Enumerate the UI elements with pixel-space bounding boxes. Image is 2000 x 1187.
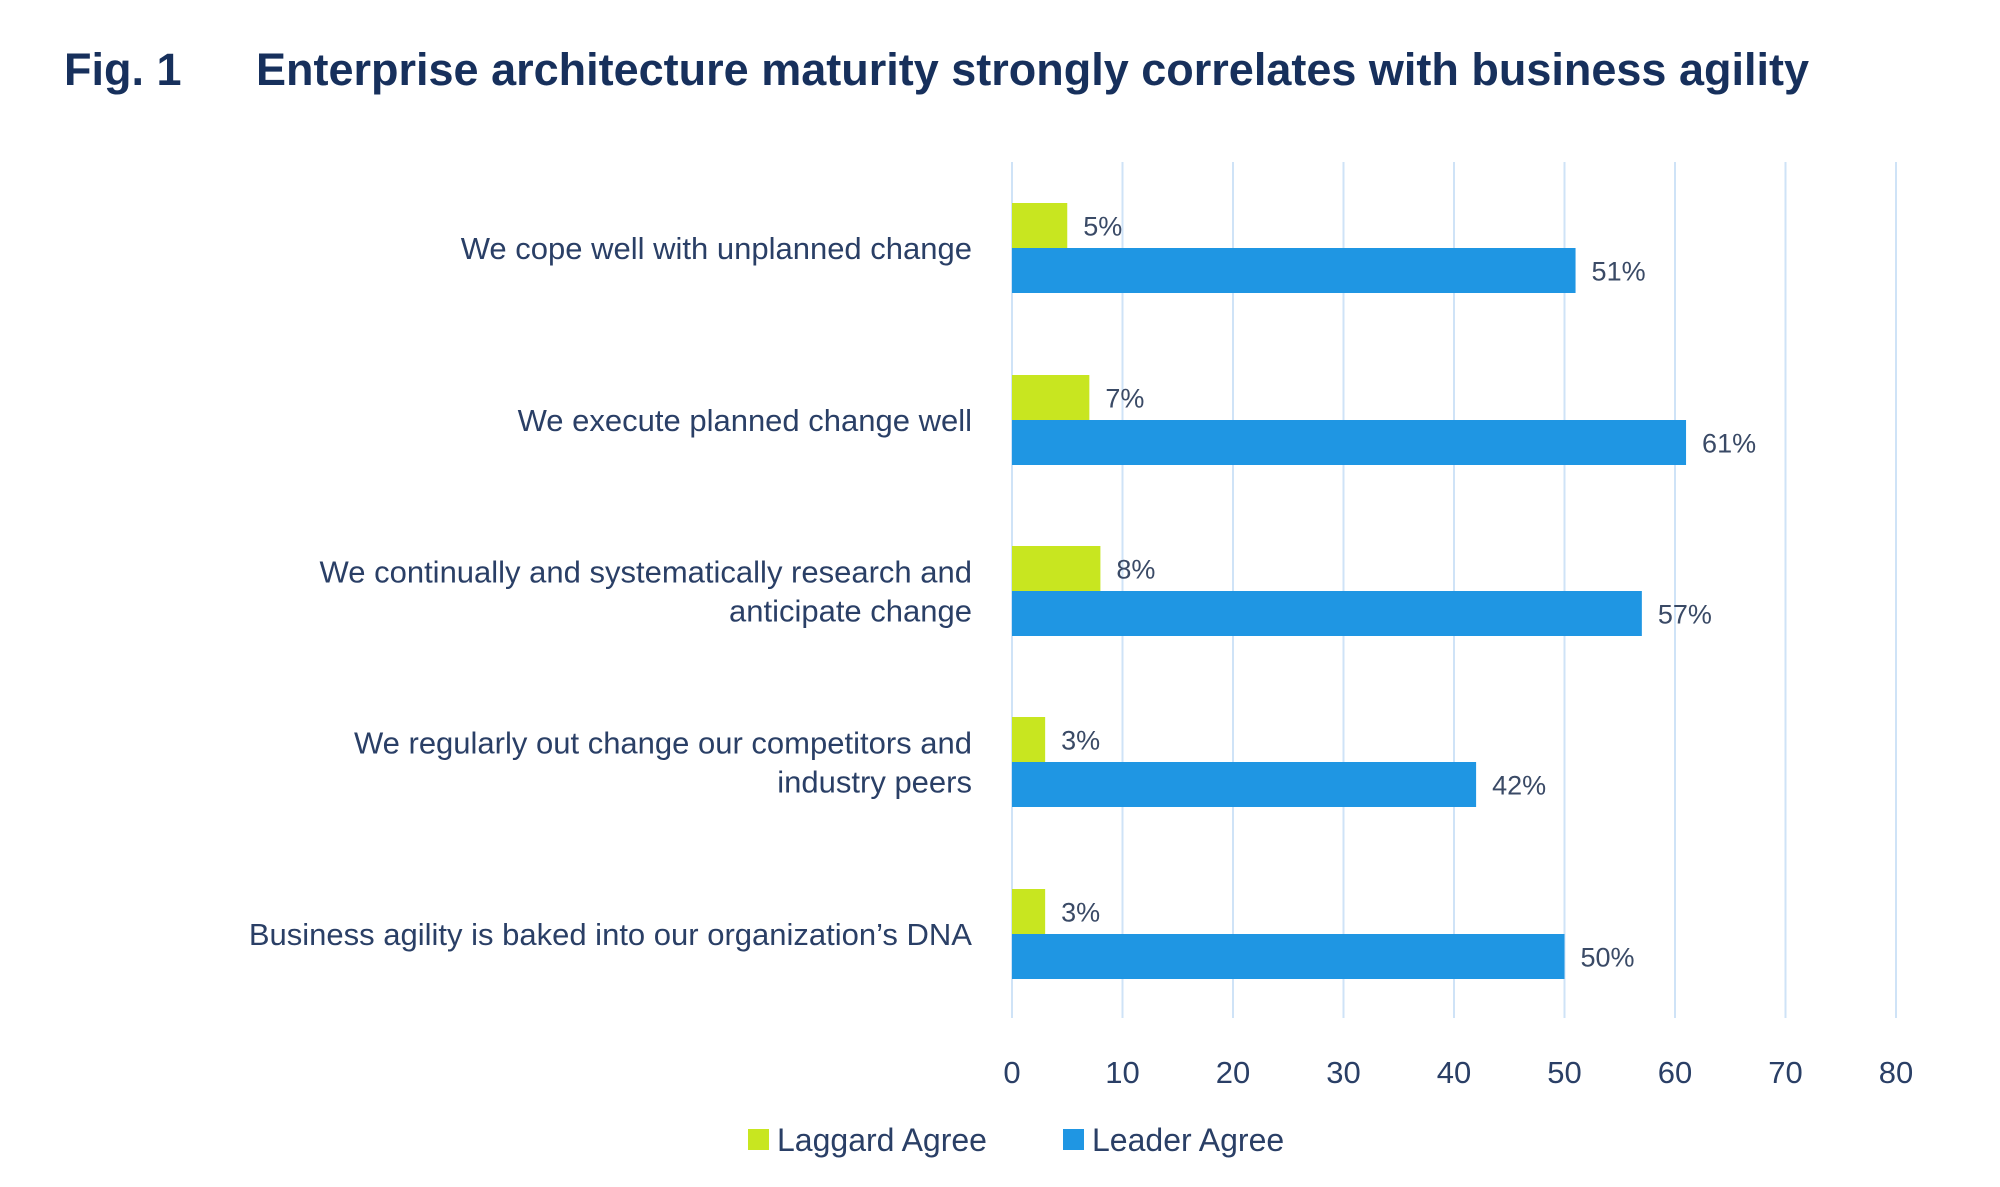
- legend-label: Laggard Agree: [777, 1122, 987, 1158]
- x-tick-label: 80: [1879, 1055, 1913, 1090]
- bar-laggard-agree: [1012, 889, 1046, 934]
- x-tick-label: 10: [1105, 1055, 1139, 1090]
- data-label: 50%: [1581, 943, 1635, 973]
- data-label: 3%: [1061, 898, 1100, 928]
- bar-laggard-agree: [1012, 203, 1068, 248]
- x-tick-label: 30: [1326, 1055, 1360, 1090]
- data-label: 51%: [1592, 257, 1646, 287]
- bars: [1012, 203, 1687, 979]
- data-label: 7%: [1105, 384, 1144, 414]
- data-label: 3%: [1061, 726, 1100, 756]
- category-label: Business agility is baked into our organ…: [249, 917, 972, 952]
- category-label: We cope well with unplanned change: [461, 231, 972, 266]
- x-tick-label: 50: [1547, 1055, 1581, 1090]
- data-label: 42%: [1492, 771, 1546, 801]
- bar-laggard-agree: [1012, 717, 1046, 762]
- bar-leader-agree: [1012, 248, 1576, 293]
- data-label: 61%: [1702, 429, 1756, 459]
- category-label: We execute planned change well: [518, 403, 972, 438]
- x-tick-label: 0: [1003, 1055, 1020, 1090]
- bar-leader-agree: [1012, 420, 1687, 465]
- figure-title: Enterprise architecture maturity strongl…: [256, 44, 1809, 95]
- x-tick-label: 70: [1768, 1055, 1802, 1090]
- category-labels: We cope well with unplanned change We exe…: [249, 231, 972, 952]
- gridlines: [1011, 162, 1897, 1018]
- bar-laggard-agree: [1012, 546, 1101, 591]
- bar-leader-agree: [1012, 934, 1565, 979]
- value-labels: 5% 51% 7% 61% 8% 57% 3% 42% 3% 50%: [1061, 212, 1756, 973]
- category-label: We regularly out change our competitors …: [354, 726, 972, 761]
- category-label: anticipate change: [729, 594, 972, 629]
- x-axis-ticks: 0 10 20 30 40 50 60 70 80: [1003, 1055, 1913, 1090]
- x-tick-label: 20: [1216, 1055, 1250, 1090]
- bar-laggard-agree: [1012, 375, 1090, 420]
- x-tick-label: 40: [1437, 1055, 1471, 1090]
- data-label: 5%: [1083, 212, 1122, 242]
- legend: Laggard Agree Leader Agree: [748, 1122, 1284, 1158]
- legend-swatch: [748, 1129, 769, 1150]
- x-tick-label: 60: [1658, 1055, 1692, 1090]
- bar-leader-agree: [1012, 591, 1642, 636]
- figure-label: Fig. 1: [64, 44, 182, 95]
- legend-swatch: [1063, 1129, 1084, 1150]
- category-label: industry peers: [777, 765, 972, 800]
- bar-leader-agree: [1012, 762, 1477, 807]
- data-label: 57%: [1658, 600, 1712, 630]
- category-label: We continually and systematically resear…: [320, 555, 972, 590]
- data-label: 8%: [1116, 555, 1155, 585]
- legend-label: Leader Agree: [1092, 1122, 1284, 1158]
